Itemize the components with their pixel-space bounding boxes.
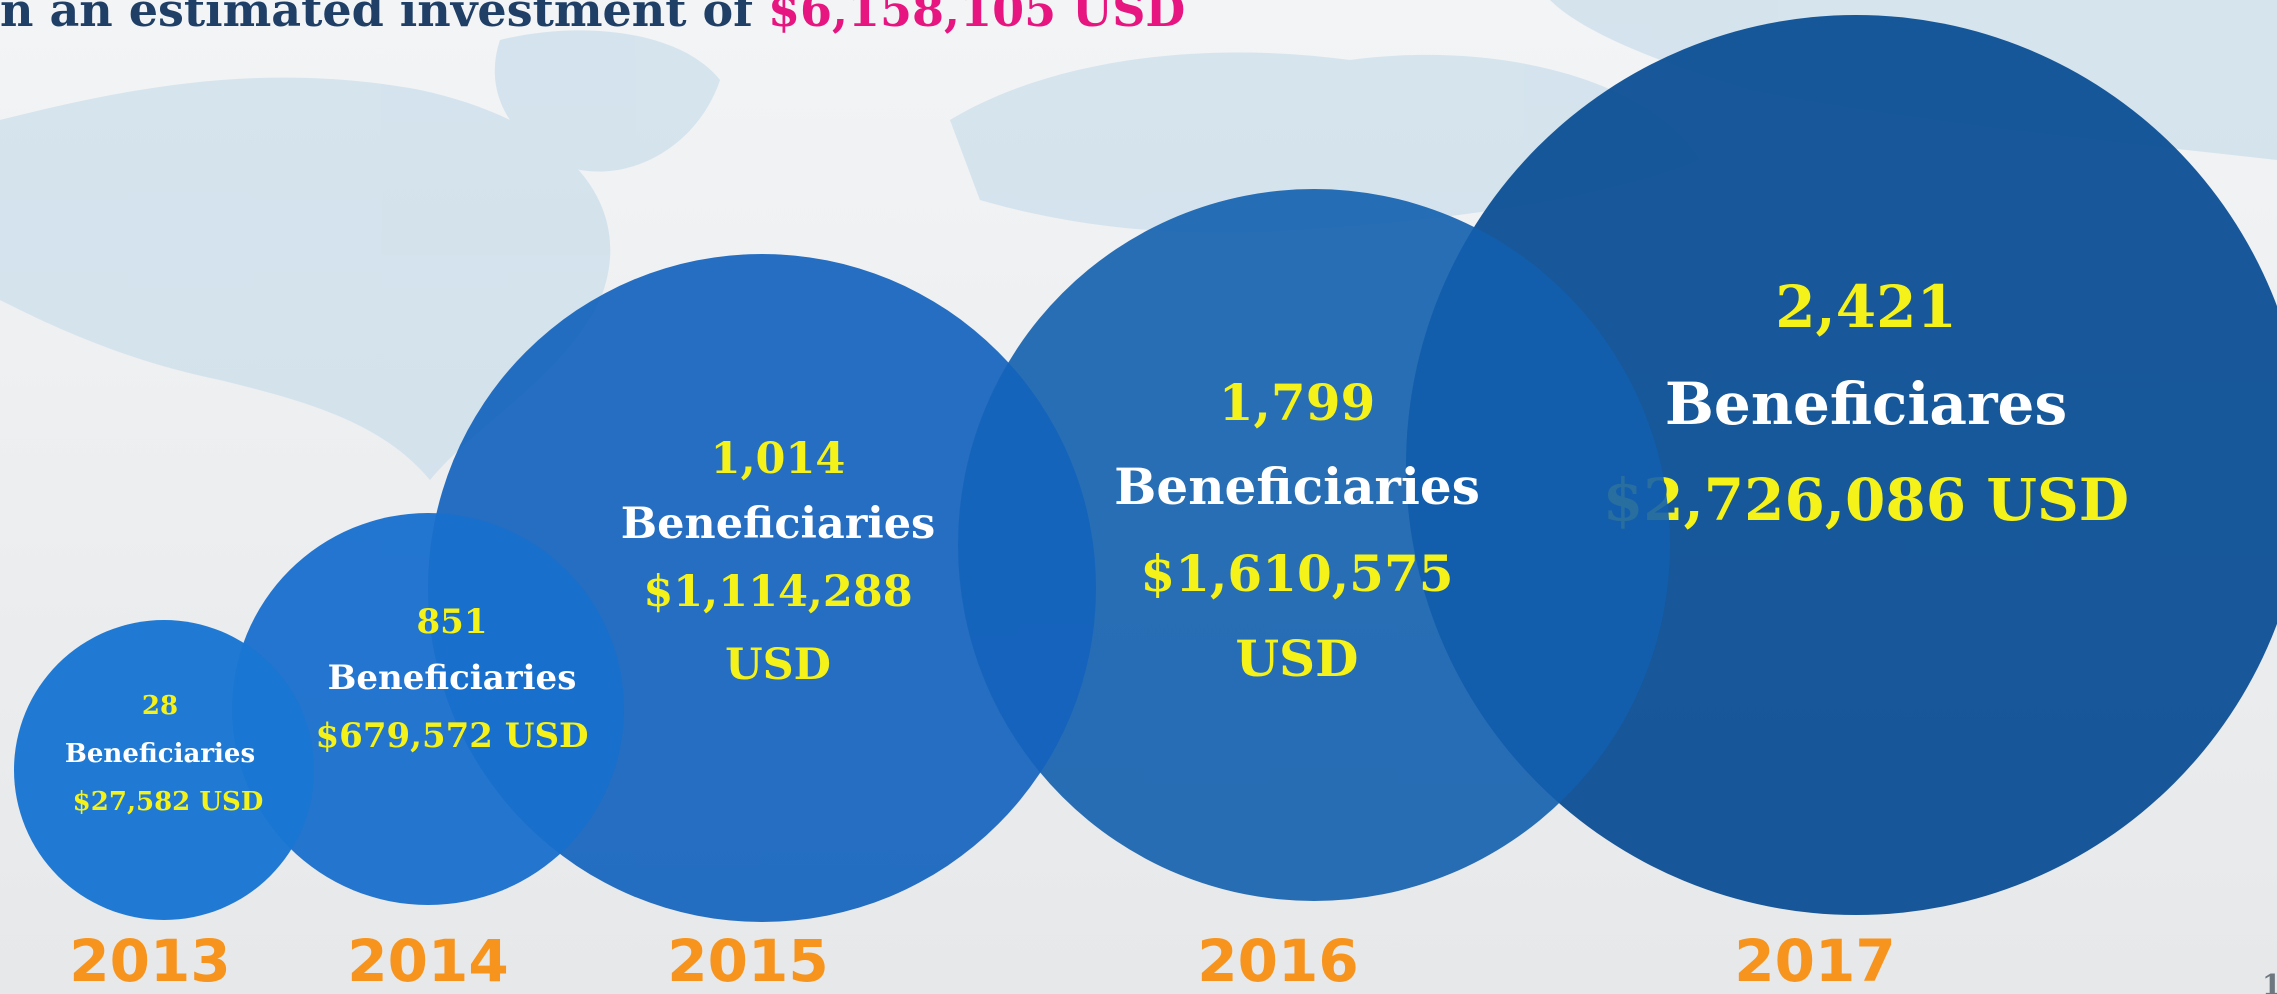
amount: USD: [725, 640, 831, 690]
year-group: 2017 2016 2015 2014 2013: [69, 927, 1895, 994]
header-amount: $6,158,105 USD: [768, 0, 1185, 37]
count: 1,799: [1219, 373, 1376, 432]
page-number: 14: [2262, 969, 2277, 994]
count: 851: [417, 602, 488, 642]
count: 1,014: [711, 434, 846, 484]
label: Beneficiaries: [65, 739, 255, 769]
amount: $679,572 USD: [316, 716, 589, 756]
circle: [232, 513, 624, 905]
amount: $1,610,575: [1140, 544, 1453, 603]
circle: [958, 189, 1670, 901]
label: Beneficiares: [1665, 370, 2067, 438]
circle: [14, 620, 314, 920]
year: 2016: [1197, 927, 1358, 994]
header-text: n an estimated investment of: [0, 0, 756, 37]
year: 2017: [1734, 927, 1895, 994]
amount: $2,726,086 USD: [1603, 466, 2129, 534]
amount: USD: [1235, 629, 1358, 688]
label: Beneficiaries: [621, 499, 936, 549]
circle-group: 2,421 Beneficiares $2,726,086 USD 1,799 Bene…: [14, 15, 2277, 922]
amount: $27,582 USD: [73, 787, 264, 817]
amount: $1,114,288: [643, 567, 912, 617]
year: 2013: [69, 927, 230, 994]
year: 2015: [667, 927, 828, 994]
year: 2014: [347, 927, 508, 994]
count: 28: [142, 691, 178, 721]
count: 2,421: [1775, 273, 1957, 341]
label: Beneficiaries: [1114, 457, 1480, 516]
label: Beneficiaries: [328, 658, 577, 698]
